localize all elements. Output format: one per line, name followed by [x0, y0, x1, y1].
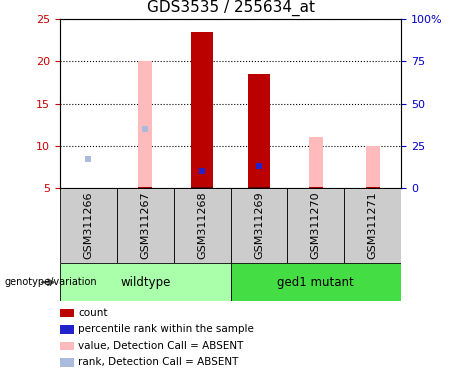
Text: rank, Detection Call = ABSENT: rank, Detection Call = ABSENT	[78, 358, 239, 367]
Bar	[287, 188, 344, 263]
Text: GSM311267: GSM311267	[140, 192, 150, 260]
Bar	[309, 137, 323, 188]
Bar	[309, 187, 323, 188]
Text: GSM311269: GSM311269	[254, 192, 264, 260]
Text: genotype/variation: genotype/variation	[5, 277, 97, 287]
Bar	[60, 188, 117, 263]
Bar	[174, 188, 230, 263]
Bar	[60, 263, 230, 301]
Title: GDS3535 / 255634_at: GDS3535 / 255634_at	[147, 0, 314, 17]
Bar	[117, 188, 174, 263]
Bar	[138, 61, 152, 188]
Text: value, Detection Call = ABSENT: value, Detection Call = ABSENT	[78, 341, 244, 351]
Bar	[248, 74, 270, 188]
Text: GSM311271: GSM311271	[367, 192, 378, 260]
Text: wildtype: wildtype	[120, 276, 171, 289]
Bar	[138, 187, 152, 188]
Text: count: count	[78, 308, 108, 318]
Text: GSM311270: GSM311270	[311, 192, 321, 260]
Bar	[191, 187, 213, 188]
Bar	[366, 187, 380, 188]
Text: ged1 mutant: ged1 mutant	[278, 276, 354, 289]
Bar	[248, 187, 270, 188]
Bar	[191, 32, 213, 188]
Bar	[366, 146, 380, 188]
Bar	[344, 188, 401, 263]
Bar	[230, 188, 287, 263]
Text: percentile rank within the sample: percentile rank within the sample	[78, 324, 254, 334]
Text: GSM311266: GSM311266	[83, 192, 94, 259]
Bar	[230, 263, 401, 301]
Text: GSM311268: GSM311268	[197, 192, 207, 260]
